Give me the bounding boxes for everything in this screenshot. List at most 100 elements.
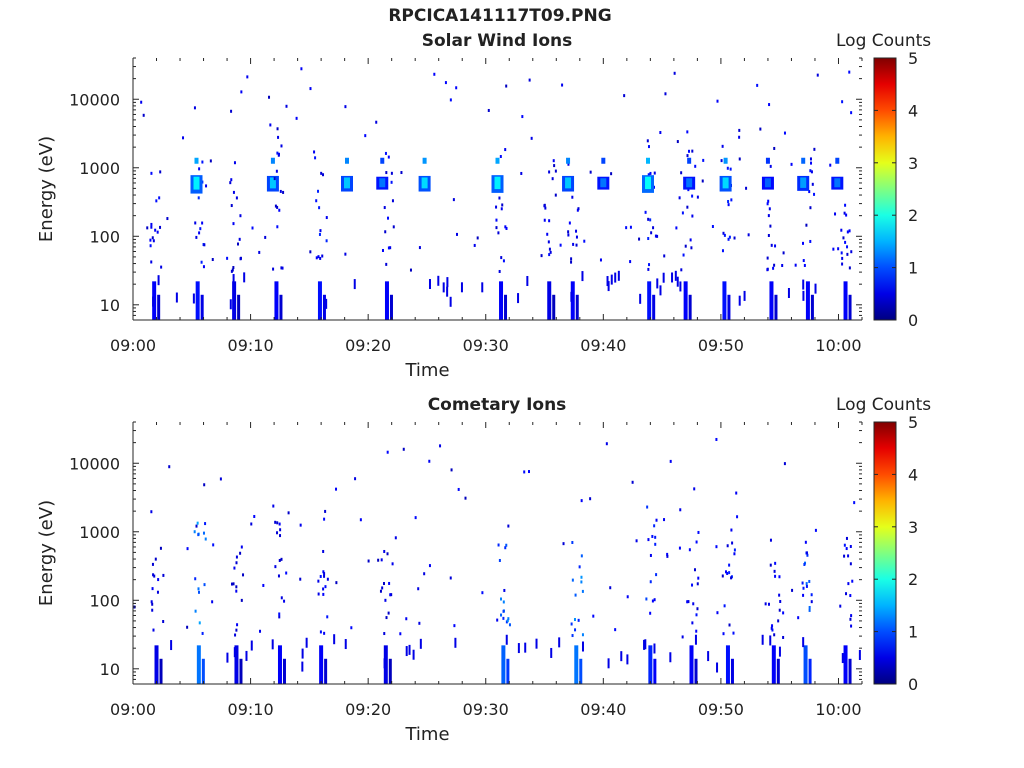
colorbar <box>873 57 897 321</box>
heatmap-cell <box>696 195 699 199</box>
heatmap-cell <box>505 84 508 88</box>
heatmap-cell <box>150 222 153 226</box>
heatmap-cell <box>809 157 812 161</box>
heatmap-cell <box>149 238 152 242</box>
heatmap-cell <box>276 205 279 209</box>
heatmap-cell <box>498 196 501 200</box>
heatmap-cell <box>575 294 579 320</box>
heatmap-cell <box>738 128 741 132</box>
heatmap-cell <box>156 230 159 234</box>
heatmap-cell <box>773 569 776 573</box>
heatmap-cell <box>446 277 449 288</box>
heatmap-cell <box>412 649 415 660</box>
heatmap-cell <box>733 236 736 240</box>
heatmap-cell <box>385 262 388 266</box>
heatmap-cell <box>503 588 506 592</box>
heatmap-cell <box>157 578 160 582</box>
y-tick-label: 10000 <box>69 90 120 109</box>
heatmap-cell <box>383 206 386 210</box>
heatmap-cell <box>759 127 762 131</box>
heatmap-cell <box>801 157 806 164</box>
heatmap-cell <box>544 206 547 210</box>
heatmap-cell <box>392 225 395 229</box>
heatmap-cell <box>548 170 551 174</box>
heatmap-cell <box>321 254 324 258</box>
heatmap-cell <box>810 161 813 165</box>
heatmap-cell <box>235 196 238 200</box>
heatmap-cell <box>848 266 851 270</box>
heatmap-cell <box>845 592 848 596</box>
heatmap-cell <box>653 643 656 654</box>
heatmap-cell <box>607 658 610 669</box>
heatmap-cell <box>565 177 572 189</box>
heatmap-cell <box>666 554 669 558</box>
heatmap-cell <box>794 263 797 267</box>
heatmap-cell <box>375 120 378 124</box>
heatmap-cell <box>841 653 844 664</box>
heatmap-cell <box>508 623 511 627</box>
y-axis-label: Energy (eV) <box>36 136 57 242</box>
heatmap-cell <box>389 294 393 320</box>
heatmap-cell <box>158 196 161 200</box>
heatmap-cell <box>727 237 730 241</box>
heatmap-cell <box>527 470 530 474</box>
heatmap-cell <box>279 294 283 320</box>
heatmap-cell <box>194 157 199 164</box>
heatmap-cell <box>697 576 700 580</box>
heatmap-cell <box>419 638 422 649</box>
heatmap-cell <box>499 597 502 601</box>
heatmap-cell <box>791 588 794 592</box>
heatmap-cell <box>281 266 284 270</box>
heatmap-cell <box>769 281 774 320</box>
heatmap-cell <box>664 92 667 96</box>
heatmap-cell <box>192 293 195 304</box>
heatmap-cell <box>568 221 571 225</box>
heatmap-cell <box>324 658 328 684</box>
heatmap-cell <box>159 225 162 229</box>
heatmap-cell <box>246 75 249 79</box>
heatmap-cell <box>814 528 817 532</box>
heatmap-cell <box>476 236 479 240</box>
heatmap-cell <box>575 229 578 233</box>
heatmap-cell <box>460 282 463 293</box>
heatmap-cell <box>498 558 501 562</box>
heatmap-cell <box>738 135 741 139</box>
heatmap-cell <box>721 249 724 253</box>
heatmap-cell <box>614 628 617 632</box>
heatmap-cell <box>559 243 562 247</box>
heatmap-cell <box>481 282 484 293</box>
heatmap-cell <box>845 213 848 217</box>
heatmap-cell <box>693 487 696 491</box>
heatmap-cell <box>394 536 397 540</box>
heatmap-cell <box>578 565 581 569</box>
heatmap-cell <box>727 203 730 207</box>
y-tick-label: 10000 <box>69 454 120 473</box>
heatmap-cell <box>834 212 837 216</box>
heatmap-cell <box>773 263 776 267</box>
heatmap-cell <box>159 546 162 550</box>
heatmap-cell <box>843 554 846 558</box>
heatmap-cell <box>726 544 729 548</box>
heatmap-cell <box>500 207 503 211</box>
heatmap-cell <box>834 178 841 188</box>
heatmap-cell <box>276 531 279 535</box>
heatmap-cell <box>239 257 242 261</box>
heatmap-cell <box>764 178 771 188</box>
heatmap-cell <box>686 205 689 209</box>
heatmap-cell <box>803 645 808 684</box>
heatmap-cell <box>453 624 456 628</box>
heatmap-cell <box>663 254 666 258</box>
heatmap-cell <box>230 178 233 182</box>
heatmap-cell <box>646 157 651 164</box>
heatmap-cell <box>770 243 773 247</box>
heatmap-cell <box>648 263 651 267</box>
y-axis-label: Energy (eV) <box>36 500 57 606</box>
heatmap-cell <box>547 281 552 320</box>
heatmap-cell <box>583 239 586 243</box>
heatmap-cell <box>694 658 698 684</box>
heatmap-cell <box>232 582 235 586</box>
heatmap-cell <box>278 558 281 562</box>
heatmap-cell <box>285 571 288 575</box>
heatmap-cell <box>502 600 505 604</box>
heatmap-cell <box>842 236 845 240</box>
